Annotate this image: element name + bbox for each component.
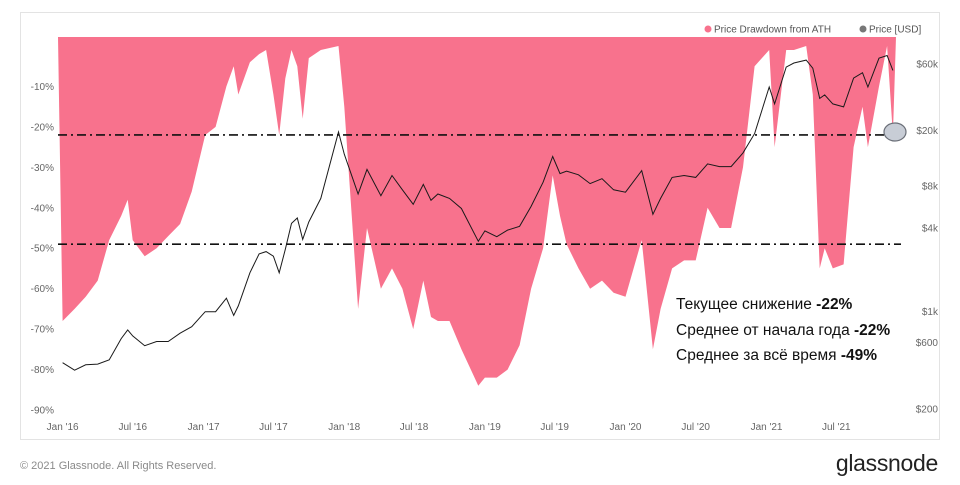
- y-axis-right: $60k $20k $8k $4k $1k $600 $200: [916, 60, 939, 416]
- legend-swatch-drawdown: [704, 25, 712, 33]
- y-left-tick-label: -10%: [31, 82, 54, 93]
- annotation-box: Текущее снижение -22% Среднее от начала …: [668, 286, 900, 372]
- drawdown-chart: -10% -20% -30% -40% -50% -60% -70% -80% -90% $60…: [31, 25, 939, 434]
- y-left-tick-label: -80%: [31, 365, 54, 376]
- x-tick-label: Jul '19: [540, 422, 569, 433]
- y-right-tick-label: $600: [916, 338, 939, 349]
- y-right-tick-label: $4k: [922, 223, 939, 234]
- y-left-tick-label: -70%: [31, 325, 54, 336]
- x-tick-label: Jul '17: [259, 422, 288, 433]
- glassnode-logo: glassnode: [835, 450, 938, 476]
- price-line: [62, 54, 894, 371]
- x-tick-label: Jul '18: [400, 422, 429, 433]
- x-tick-label: Jan '16: [47, 422, 79, 433]
- annotation-line-2: Среднее от начала года -22%: [676, 322, 890, 339]
- y-left-tick-label: -20%: [31, 122, 54, 133]
- x-tick-label: Jan '17: [188, 422, 220, 433]
- y-left-tick-label: -60%: [31, 284, 54, 295]
- copyright-text: © 2021 Glassnode. All Rights Reserved.: [20, 460, 217, 472]
- y-left-tick-label: -50%: [31, 244, 54, 255]
- y-axis-left: -10% -20% -30% -40% -50% -60% -70% -80% -90%: [31, 82, 54, 417]
- current-value-marker: [883, 122, 907, 142]
- x-tick-label: Jul '21: [822, 422, 851, 433]
- x-tick-label: Jul '20: [681, 422, 710, 433]
- y-left-tick-label: -40%: [31, 203, 54, 214]
- legend-swatch-price: [859, 25, 867, 33]
- y-right-tick-label: $1k: [922, 307, 939, 318]
- drawdown-area: [58, 37, 896, 386]
- y-right-tick-label: $200: [916, 405, 939, 416]
- chart-frame: [20, 12, 940, 440]
- y-right-tick-label: $20k: [916, 126, 939, 137]
- annotation-line-1: Текущее снижение -22%: [676, 296, 853, 313]
- x-tick-label: Jan '21: [751, 422, 783, 433]
- x-tick-label: Jan '19: [469, 422, 501, 433]
- x-tick-label: Jan '18: [328, 422, 360, 433]
- y-right-tick-label: $60k: [916, 60, 939, 71]
- legend: Price Drawdown from ATH Price [USD]: [704, 25, 921, 36]
- x-tick-label: Jan '20: [610, 422, 642, 433]
- x-axis: Jan '16 Jul '16 Jan '17 Jul '17 Jan '18 Jul '…: [47, 422, 851, 433]
- x-tick-label: Jul '16: [118, 422, 147, 433]
- y-right-tick-label: $8k: [922, 181, 939, 192]
- y-left-tick-label: -90%: [31, 406, 54, 417]
- legend-label-drawdown: Price Drawdown from ATH: [714, 25, 831, 36]
- annotation-line-3: Среднее за всё время -49%: [676, 347, 877, 364]
- y-left-tick-label: -30%: [31, 163, 54, 174]
- legend-label-price: Price [USD]: [869, 25, 921, 36]
